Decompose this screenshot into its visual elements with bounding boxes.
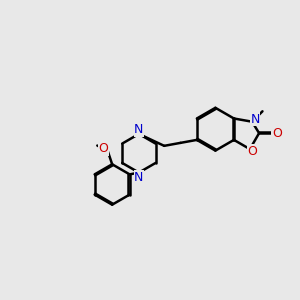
- Text: N: N: [250, 113, 260, 126]
- Text: O: O: [247, 145, 257, 158]
- Text: N: N: [134, 170, 144, 184]
- Text: N: N: [134, 123, 144, 136]
- Text: O: O: [272, 127, 282, 140]
- Text: O: O: [98, 142, 108, 155]
